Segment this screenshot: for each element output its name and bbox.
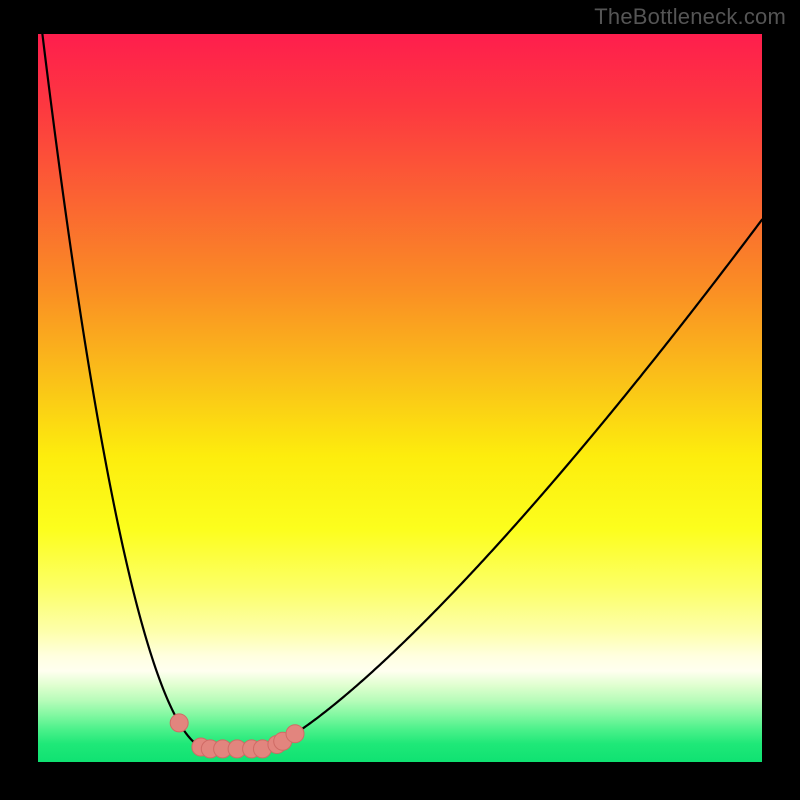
curve-marker — [286, 725, 304, 743]
plot-area — [38, 34, 762, 762]
stage: TheBottleneck.com — [0, 0, 800, 800]
curve-marker — [170, 714, 188, 732]
watermark-text: TheBottleneck.com — [594, 4, 786, 30]
chart-svg — [0, 0, 800, 800]
